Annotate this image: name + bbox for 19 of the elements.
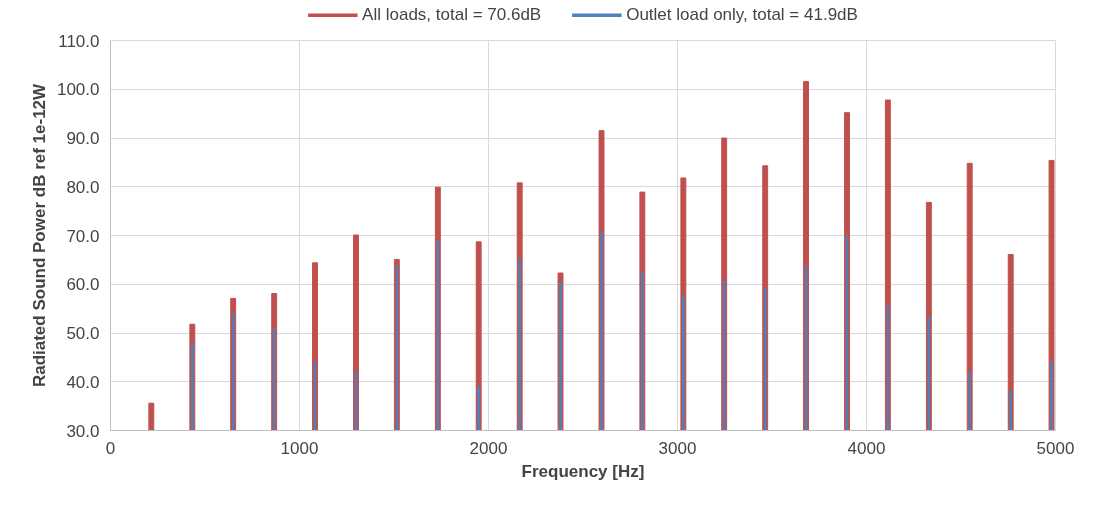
y-axis-title: Radiated Sound Power dB ref 1e-12W <box>29 82 49 388</box>
y-tick-label: 50.0 <box>66 324 100 343</box>
x-tick-label: 4000 <box>847 438 886 458</box>
y-tick-label: 40.0 <box>66 372 100 392</box>
legend-label: Outlet load only, total = 41.9dB <box>626 5 858 25</box>
x-tick-label: 2000 <box>469 438 508 458</box>
x-tick-label: 0 <box>105 438 116 458</box>
y-tick-label: 60.0 <box>66 275 100 295</box>
y-tick-label: 90.0 <box>66 129 100 148</box>
y-tick-label: 70.0 <box>66 226 100 246</box>
x-tick-label: 3000 <box>658 438 697 458</box>
y-tick-label: 100.0 <box>56 80 100 100</box>
x-tick-label: 5000 <box>1036 438 1075 458</box>
y-tick-label: 80.0 <box>66 177 100 197</box>
y-tick-label: 30.0 <box>66 421 100 441</box>
x-tick-label: 1000 <box>280 438 319 458</box>
legend-label: All loads, total = 70.6dB <box>362 5 542 25</box>
y-tick-label: 110.0 <box>58 31 100 51</box>
x-axis-title: Frequency [Hz] <box>521 461 645 481</box>
